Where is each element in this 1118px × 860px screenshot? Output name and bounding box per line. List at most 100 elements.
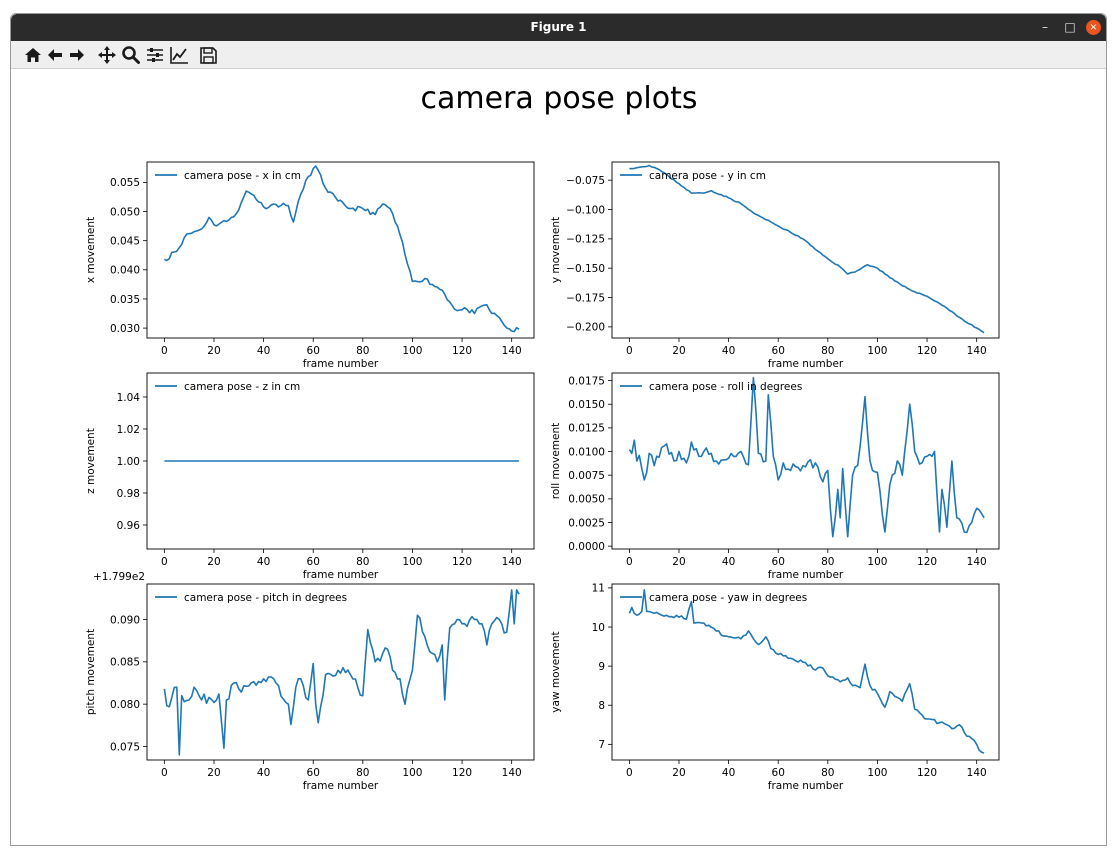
y-tick-label: 0.075: [110, 741, 140, 753]
x-tick-label: 0: [626, 767, 633, 779]
legend-label: camera pose - roll in degrees: [649, 381, 802, 393]
x-tick-label: 60: [772, 345, 785, 357]
x-tick-label: 0: [161, 345, 168, 357]
pan-move-icon[interactable]: [96, 44, 118, 66]
x-tick-label: 20: [672, 767, 685, 779]
x-tick-label: 140: [502, 345, 522, 357]
y-tick-label: 1.00: [117, 456, 140, 468]
subplot-4: 0 20 40 60 80 100 120 140 0.0000 0.0025 0.0050 0.00…: [550, 372, 1000, 581]
close-button[interactable]: ×: [1086, 20, 1101, 35]
x-tick-label: 100: [867, 767, 887, 779]
y-axis-label: roll movement: [550, 423, 562, 499]
edit-axis-icon[interactable]: [168, 44, 190, 66]
y-tick-label: 10: [592, 622, 605, 634]
zoom-magnifier-icon[interactable]: [120, 44, 142, 66]
y-axis-label: z movement: [85, 428, 97, 494]
y-tick-label: −0.100: [566, 204, 605, 216]
x-tick-label: 20: [207, 345, 220, 357]
x-tick-label: 120: [917, 345, 937, 357]
legend-label: camera pose - pitch in degrees: [184, 592, 347, 604]
x-tick-label: 40: [722, 767, 735, 779]
x-tick-label: 100: [402, 556, 422, 568]
y-tick-label: −0.125: [566, 234, 605, 246]
y-tick-label: 0.0125: [568, 423, 605, 435]
x-axis-label: frame number: [303, 780, 379, 792]
y-tick-label: 7: [598, 739, 605, 751]
x-tick-label: 80: [821, 556, 834, 568]
subplot-1: 0 20 40 60 80 100 120 140 0.030 0.035 0.040 0.045 0.…: [85, 161, 535, 370]
x-tick-label: 40: [257, 556, 270, 568]
x-tick-label: 80: [821, 345, 834, 357]
x-tick-label: 120: [917, 767, 937, 779]
x-tick-label: 40: [722, 345, 735, 357]
x-tick-label: 140: [967, 767, 987, 779]
x-tick-label: 20: [672, 345, 685, 357]
axes-frame: [611, 161, 1000, 339]
y-tick-label: 0.0025: [568, 517, 605, 529]
x-tick-label: 40: [722, 556, 735, 568]
y-tick-label: −0.200: [566, 322, 605, 334]
x-tick-label: 60: [772, 767, 785, 779]
legend-label: camera pose - x in cm: [184, 170, 301, 182]
x-tick-label: 120: [452, 345, 472, 357]
y-tick-label: 0.0100: [568, 446, 605, 458]
x-tick-label: 120: [452, 556, 472, 568]
x-tick-label: 80: [356, 345, 369, 357]
x-tick-label: 40: [257, 345, 270, 357]
y-tick-label: 0.0150: [568, 399, 605, 411]
x-tick-label: 0: [161, 556, 168, 568]
x-tick-label: 80: [821, 767, 834, 779]
x-axis-label: frame number: [768, 358, 844, 370]
back-arrow-icon[interactable]: [44, 44, 66, 66]
y-tick-label: 0.98: [117, 488, 140, 500]
subplot-6: 0 20 40 60 80 100 120 140 7 8 9 10 11 frame number yaw…: [550, 583, 1000, 792]
y-tick-label: 8: [598, 700, 605, 712]
y-tick-label: 0.0000: [568, 541, 605, 553]
forward-arrow-icon[interactable]: [66, 44, 88, 66]
x-tick-label: 140: [502, 556, 522, 568]
minimize-button[interactable]: –: [1042, 20, 1048, 34]
y-tick-label: 0.085: [110, 657, 140, 669]
data-line-series: [628, 589, 985, 754]
x-tick-label: 140: [967, 556, 987, 568]
x-tick-label: 140: [502, 767, 522, 779]
y-tick-label: 0.090: [110, 614, 140, 626]
window-title: Figure 1: [530, 20, 587, 34]
x-axis-label: frame number: [768, 780, 844, 792]
x-tick-label: 100: [402, 767, 422, 779]
save-floppy-icon[interactable]: [197, 44, 219, 66]
y-tick-label: −0.075: [566, 175, 605, 187]
legend-label: camera pose - z in cm: [184, 381, 300, 393]
subplots-config-icon[interactable]: [144, 44, 166, 66]
y-axis-label: x movement: [85, 217, 97, 283]
y-axis-label: yaw movement: [550, 631, 562, 712]
maximize-button[interactable]: □: [1064, 20, 1076, 34]
y-tick-label: 0.035: [110, 294, 140, 306]
x-tick-label: 100: [402, 345, 422, 357]
toolbar: [11, 41, 1106, 69]
x-tick-label: 0: [161, 767, 168, 779]
x-tick-label: 60: [307, 767, 320, 779]
x-tick-label: 140: [967, 345, 987, 357]
legend-label: camera pose - yaw in degrees: [649, 592, 807, 604]
x-tick-label: 60: [772, 556, 785, 568]
x-axis-label: frame number: [768, 569, 844, 581]
y-tick-label: 0.080: [110, 699, 140, 711]
x-tick-label: 20: [672, 556, 685, 568]
figure-suptitle: camera pose plots: [421, 81, 698, 116]
data-line-series: [628, 376, 985, 538]
y-tick-label: −0.150: [566, 263, 605, 275]
x-tick-label: 20: [207, 767, 220, 779]
y-tick-label: 0.050: [110, 206, 140, 218]
axes-frame: [611, 583, 1000, 761]
subplot-5: 0 20 40 60 80 100 120 140 0.075 0.080 0.085 0.090 fr…: [85, 571, 535, 792]
x-tick-label: 60: [307, 345, 320, 357]
subplot-3: 0 20 40 60 80 100 120 140 0.96 0.98 1.00 1.02 1.04 fr…: [85, 372, 535, 581]
x-tick-label: 100: [867, 345, 887, 357]
x-tick-label: 0: [626, 345, 633, 357]
x-tick-label: 100: [867, 556, 887, 568]
x-axis-label: frame number: [303, 358, 379, 370]
home-icon[interactable]: [22, 44, 44, 66]
x-tick-label: 120: [917, 556, 937, 568]
y-tick-label: 1.02: [117, 424, 140, 436]
